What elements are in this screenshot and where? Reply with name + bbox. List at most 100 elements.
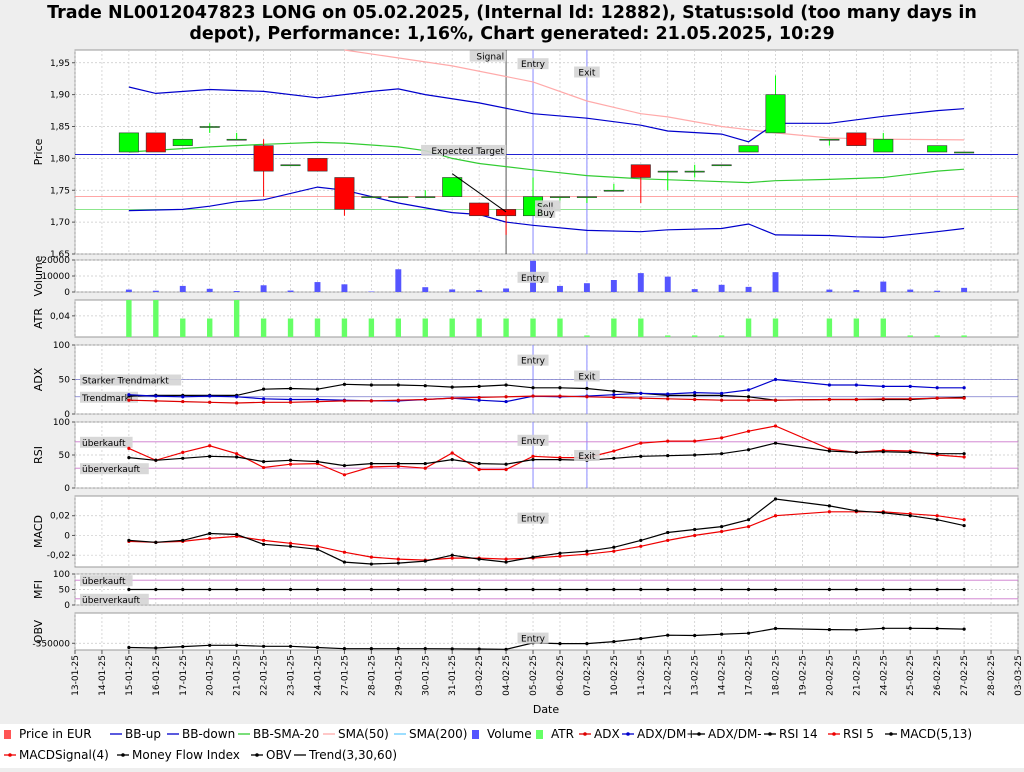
- candle-body: [874, 139, 893, 152]
- adx-line-point: [127, 399, 130, 402]
- candle-body: [577, 197, 596, 198]
- rsi14-line-point: [397, 462, 400, 465]
- macd-line-point: [855, 509, 858, 512]
- macd-signal-line-point: [720, 530, 723, 533]
- macd-signal-line-point: [612, 550, 615, 553]
- rsi14-line-point: [882, 450, 885, 453]
- macd-line-point: [343, 560, 346, 563]
- adx-dm-plus-line-point: [289, 398, 292, 401]
- rsi14-line-point: [316, 460, 319, 463]
- legend-item-16-label: OBV: [266, 748, 292, 762]
- rsi5-line-point: [639, 442, 642, 445]
- x-tick-label: 30-01-25: [421, 655, 431, 696]
- obv-line-point: [316, 646, 319, 649]
- legend-item-16-swatch-dot: [255, 753, 259, 757]
- macd-ytick-label: 0: [64, 531, 70, 541]
- legend-item-15-swatch-dot: [121, 753, 125, 757]
- obv-line-point: [235, 644, 238, 647]
- obv-line-point: [289, 645, 292, 648]
- macd-line-point: [936, 518, 939, 521]
- macd-line-point: [963, 524, 966, 527]
- rsi5-line-point: [612, 449, 615, 452]
- adx-line-point: [262, 401, 265, 404]
- atr-bar: [584, 335, 589, 337]
- macd-signal-line-point: [747, 525, 750, 528]
- mfi-line-point: [693, 588, 696, 591]
- candle-body: [631, 165, 650, 178]
- macd-line-point: [531, 556, 534, 559]
- atr-bar: [665, 335, 670, 337]
- candle-body: [685, 171, 704, 172]
- macd-line-point: [720, 525, 723, 528]
- atr-bar: [396, 319, 401, 338]
- obv-line-point: [208, 644, 211, 647]
- legend-item-4-label: SMA(50): [338, 727, 389, 741]
- adx-line-point: [909, 397, 912, 400]
- adx-dm-plus-line-point: [262, 397, 265, 400]
- mfi-ytick-label: 50: [59, 586, 71, 596]
- macd-line-point: [882, 511, 885, 514]
- atr-bar: [261, 319, 266, 338]
- rsi14-line-point: [504, 463, 507, 466]
- x-tick-label: 27-01-25: [340, 655, 350, 696]
- atr-bar: [638, 319, 643, 338]
- legend-item-0-swatch: [4, 730, 11, 739]
- x-tick-label: 29-01-25: [394, 655, 404, 696]
- rsi14-line-point: [693, 453, 696, 456]
- legend-item-10-swatch-dot: [697, 732, 701, 736]
- atr-bar: [207, 319, 212, 338]
- macd-signal-line-point: [208, 537, 211, 540]
- candle-body: [954, 152, 973, 153]
- volume-ytick-label: 10000: [41, 272, 70, 282]
- rsi-ytick-label: 100: [53, 418, 70, 428]
- rsi14-line-point: [370, 462, 373, 465]
- atr-bar: [719, 335, 724, 337]
- volume-ytick-label: 20000: [41, 256, 70, 266]
- macd-plot-area: [75, 496, 1018, 567]
- macd-line-point: [828, 504, 831, 507]
- macd-line-point: [316, 548, 319, 551]
- volume-bar: [180, 286, 186, 292]
- obv-line-point: [262, 645, 265, 648]
- atr-ytick-label: 0,04: [50, 312, 70, 322]
- rsi14-line-point: [558, 458, 561, 461]
- adx-line-point: [451, 397, 454, 400]
- atr-bar: [315, 319, 320, 338]
- rsi14-line-point: [639, 455, 642, 458]
- mfi-line-point: [181, 588, 184, 591]
- adx-line-point: [504, 395, 507, 398]
- obv-line-point: [154, 646, 157, 649]
- rsi-ytick-label: 50: [59, 451, 71, 461]
- price-ytick-label: 1,70: [50, 218, 70, 228]
- x-tick-label: 03-03-25: [1014, 655, 1024, 696]
- volume-bar: [126, 290, 132, 292]
- rsi5-line-point: [747, 430, 750, 433]
- legend-item-8-label: ADX: [594, 727, 620, 741]
- obv-line-point: [370, 647, 373, 650]
- atr-bar: [692, 335, 697, 337]
- adx-hline-label-1: Trendmarkt: [81, 394, 134, 404]
- mfi-ytick-label: 0: [64, 601, 70, 611]
- rsi5-line-point: [451, 451, 454, 454]
- adx-dm-plus-line-point: [936, 386, 939, 389]
- obv-line-point: [612, 640, 615, 643]
- x-tick-label: 21-02-25: [852, 655, 862, 696]
- rsi14-line-point: [181, 457, 184, 460]
- macd-signal-line-point: [666, 539, 669, 542]
- adx-dm-plus-line-point: [882, 385, 885, 388]
- obv-line-point: [909, 627, 912, 630]
- obv-line-point: [558, 642, 561, 645]
- candle-body: [389, 197, 408, 198]
- atr-bar: [611, 319, 616, 338]
- rsi14-line-point: [478, 462, 481, 465]
- x-tick-label: 06-02-25: [556, 655, 566, 696]
- macd-line-point: [693, 528, 696, 531]
- rsi14-line-point: [289, 459, 292, 462]
- legend-item-17-label: Trend(3,30,60): [308, 748, 397, 762]
- rsi5-line-point: [666, 440, 669, 443]
- adx-line-point: [424, 398, 427, 401]
- price-annotation-0: Signal: [476, 53, 504, 63]
- volume-bar: [153, 291, 159, 292]
- price-annotation-1: Entry: [521, 60, 546, 70]
- adx-line-point: [936, 397, 939, 400]
